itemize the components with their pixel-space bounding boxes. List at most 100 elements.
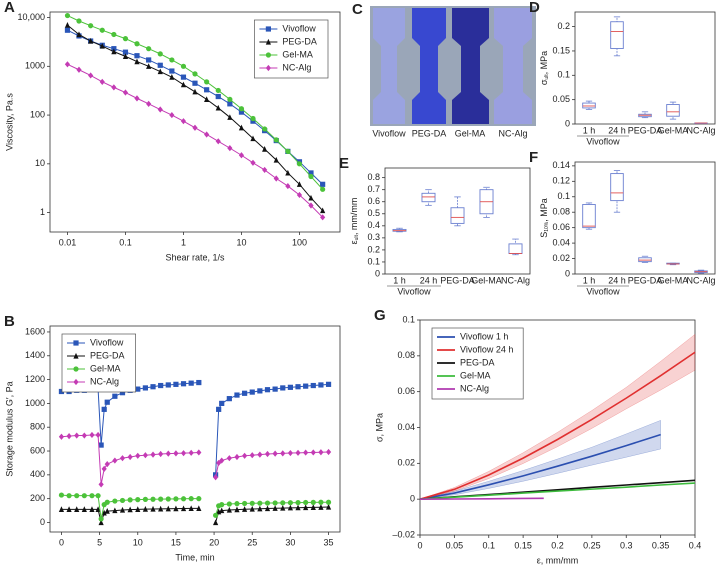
x-tick-label: PEG-DA: [440, 275, 475, 285]
x-tick-label: 24 h: [608, 125, 626, 135]
y-axis-label: εult, mm/mm: [349, 198, 360, 245]
x-tick-label: 35: [324, 537, 334, 547]
marker: [325, 381, 332, 387]
marker: [101, 509, 107, 516]
marker: [272, 450, 278, 457]
y-label-unit: , mm/mm: [349, 198, 359, 236]
panel-letter: D: [529, 0, 540, 16]
marker: [262, 166, 268, 174]
marker: [213, 512, 219, 518]
marker: [296, 161, 303, 167]
marker: [150, 384, 156, 390]
marker: [242, 452, 248, 459]
marker: [272, 386, 278, 392]
marker: [310, 499, 316, 505]
chart-panel: D 0 0.05 0.1 0.15 0.2 σult, MPa 1 h 24 h PEG-DAGe…: [529, 0, 716, 146]
plot-frame: [49, 325, 341, 533]
y-tick-label: 0.12: [552, 176, 570, 186]
marker: [325, 503, 332, 510]
marker: [219, 502, 225, 508]
marker: [135, 497, 141, 503]
marker: [142, 452, 148, 459]
marker: [310, 449, 316, 456]
legend-label: NC-Alg: [90, 376, 119, 386]
marker: [250, 115, 256, 122]
marker: [58, 388, 65, 395]
y-tick-label: 0.14: [552, 160, 570, 170]
box: [450, 207, 465, 224]
marker: [76, 18, 82, 24]
legend-label: PEG-DA: [282, 36, 317, 46]
marker: [226, 501, 232, 507]
marker: [265, 52, 271, 58]
y-axis-label: σ, MPa: [374, 413, 384, 442]
marker: [180, 505, 187, 512]
legend-label: PEG-DA: [460, 357, 495, 367]
marker: [303, 499, 309, 506]
y-axis-label: S10%, MPa: [539, 198, 550, 238]
y-label-sub: 10%: [544, 221, 550, 232]
marker: [81, 432, 87, 439]
marker: [308, 170, 314, 176]
marker: [188, 496, 194, 502]
series-line: [61, 382, 329, 475]
marker: [257, 388, 263, 394]
sample-pegda: [412, 8, 446, 124]
marker: [112, 393, 118, 399]
marker: [264, 500, 271, 506]
marker: [98, 516, 104, 522]
marker: [119, 506, 126, 513]
marker: [213, 519, 219, 526]
marker: [74, 493, 80, 499]
marker: [88, 37, 94, 44]
marker: [318, 449, 324, 456]
marker: [272, 500, 278, 506]
marker: [296, 191, 303, 199]
marker: [204, 131, 210, 138]
marker: [99, 42, 105, 49]
marker: [320, 186, 326, 192]
marker: [273, 156, 279, 163]
marker: [76, 66, 82, 73]
marker: [180, 381, 187, 387]
marker: [216, 406, 222, 412]
marker: [99, 78, 105, 85]
marker: [295, 499, 301, 506]
marker: [238, 152, 245, 159]
sample-ncalg: [494, 8, 532, 124]
y-tick-label: 0: [375, 268, 380, 278]
marker: [192, 88, 198, 95]
y-tick-label: 0.04: [397, 422, 415, 432]
x-tick-label: 25: [247, 537, 257, 547]
marker: [127, 453, 133, 461]
marker: [264, 505, 271, 512]
series-line: [419, 351, 696, 500]
marker: [264, 450, 271, 458]
marker: [273, 137, 279, 143]
panel-letter: C: [352, 1, 363, 18]
marker: [213, 474, 219, 481]
y-label-sub: ult: [354, 234, 360, 240]
y-tick-label: 0.6: [367, 196, 380, 206]
marker: [135, 386, 141, 392]
marker: [320, 214, 326, 221]
plot-frame: [384, 167, 531, 275]
marker: [173, 496, 179, 502]
marker: [173, 381, 179, 387]
marker: [196, 449, 202, 456]
marker: [303, 504, 309, 511]
chart-panel: E 0 0.1 0.2 0.3 0.4 0.5 0.6 0.7 0.8 εult, mm/mm 1 h…: [339, 155, 531, 296]
marker: [249, 500, 255, 506]
group-label: Vivoflow: [397, 286, 431, 296]
x-tick-label: 0.4: [689, 540, 702, 550]
marker: [157, 51, 163, 57]
group-label: Vivoflow: [586, 286, 620, 296]
marker: [157, 68, 163, 75]
marker: [285, 182, 291, 190]
box: [421, 192, 436, 203]
y-tick-label: 800: [30, 422, 45, 432]
marker: [320, 181, 326, 187]
marker: [64, 12, 71, 19]
marker: [157, 62, 163, 68]
marker: [66, 506, 72, 512]
